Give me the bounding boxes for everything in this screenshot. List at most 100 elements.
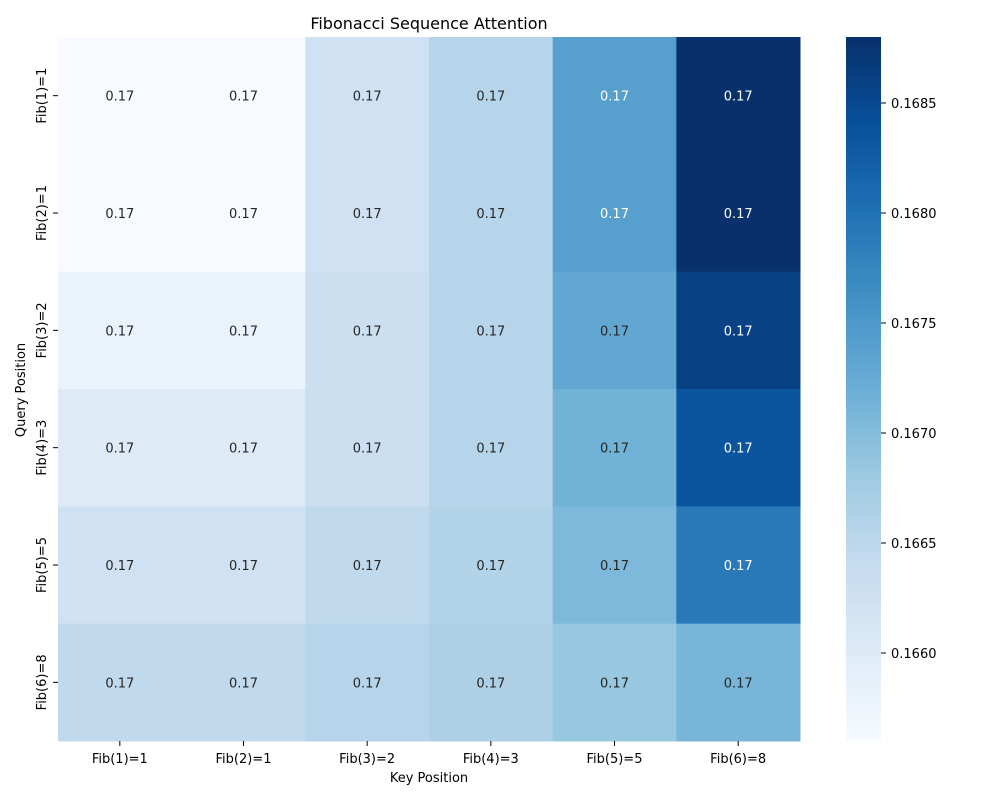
cell-annotation: 0.17 xyxy=(724,559,753,574)
heatmap-cell xyxy=(676,37,801,155)
cell-annotation: 0.17 xyxy=(229,442,258,457)
heatmap-cell xyxy=(181,389,306,507)
heatmap-cell xyxy=(181,506,306,625)
cell-annotation: 0.17 xyxy=(229,207,258,222)
cell-annotation: 0.17 xyxy=(105,207,134,222)
heatmap-cell xyxy=(552,623,677,742)
colorbar-tick-label: 0.1660 xyxy=(891,647,937,662)
cell-annotation: 0.17 xyxy=(353,324,382,339)
x-tick-label: Fib(2)=1 xyxy=(216,752,272,767)
y-tick-label: Fib(3)=2 xyxy=(35,302,50,358)
cell-annotation: 0.17 xyxy=(476,207,505,222)
cell-annotation: 0.17 xyxy=(724,442,753,457)
heatmap-cell xyxy=(181,623,306,742)
heatmap-cell xyxy=(429,271,554,390)
y-tick-label: Fib(4)=3 xyxy=(35,420,50,476)
heatmap-cell xyxy=(305,154,430,273)
heatmap-cell xyxy=(676,506,801,625)
y-tick-label: Fib(1)=1 xyxy=(35,68,50,124)
cell-annotation: 0.17 xyxy=(353,207,382,222)
colorbar-tick-label: 0.1675 xyxy=(891,317,937,332)
heatmap-cell xyxy=(552,271,677,390)
y-axis-label: Query Position xyxy=(14,343,29,437)
heatmap-annotations: 0.17 0.17 0.17 0.17 0.17 0.17 0.17 0.17 0.17 0.17… xyxy=(105,90,752,692)
colorbar-gradient xyxy=(846,37,881,741)
heatmap-cell xyxy=(552,506,677,625)
cell-annotation: 0.17 xyxy=(600,90,629,105)
heatmap-cell xyxy=(305,506,430,625)
heatmap-cell xyxy=(58,271,183,390)
cell-annotation: 0.17 xyxy=(476,442,505,457)
cell-annotation: 0.17 xyxy=(105,676,134,691)
cell-annotation: 0.17 xyxy=(105,324,134,339)
cell-annotation: 0.17 xyxy=(229,559,258,574)
cell-annotation: 0.17 xyxy=(353,442,382,457)
colorbar-tick-label: 0.1665 xyxy=(891,537,937,552)
heatmap-cell xyxy=(305,271,430,390)
heatmap-cell xyxy=(429,506,554,625)
y-tick-label: Fib(2)=1 xyxy=(35,185,50,241)
y-axis: Fib(1)=1 Fib(2)=1 Fib(3)=2 Fib(4)=3 Fib(5)=5… xyxy=(35,68,58,710)
x-tick-label: Fib(5)=5 xyxy=(587,752,643,767)
heatmap-cell xyxy=(676,389,801,507)
colorbar-tick-label: 0.1680 xyxy=(891,207,937,222)
cell-annotation: 0.17 xyxy=(105,559,134,574)
heatmap-cell xyxy=(429,154,554,273)
heatmap-cell xyxy=(429,389,554,507)
cell-annotation: 0.17 xyxy=(353,90,382,105)
cell-annotation: 0.17 xyxy=(724,324,753,339)
heatmap-cell xyxy=(58,389,183,507)
cell-annotation: 0.17 xyxy=(600,676,629,691)
cell-annotation: 0.17 xyxy=(353,676,382,691)
cell-annotation: 0.17 xyxy=(476,90,505,105)
heatmap-cell xyxy=(429,37,554,155)
heatmap-cell xyxy=(181,154,306,273)
cell-annotation: 0.17 xyxy=(476,324,505,339)
heatmap-cell xyxy=(58,506,183,625)
colorbar-tick-label: 0.1670 xyxy=(891,427,937,442)
heatmap-cell xyxy=(305,623,430,742)
heatmap-cell xyxy=(305,389,430,507)
x-tick-label: Fib(6)=8 xyxy=(710,752,766,767)
heatmap-cell xyxy=(552,154,677,273)
x-axis-label: Key Position xyxy=(390,771,468,786)
x-tick-label: Fib(1)=1 xyxy=(92,752,148,767)
heatmap-cell xyxy=(552,389,677,507)
cell-annotation: 0.17 xyxy=(600,324,629,339)
cell-annotation: 0.17 xyxy=(229,676,258,691)
cell-annotation: 0.17 xyxy=(353,559,382,574)
cell-annotation: 0.17 xyxy=(476,676,505,691)
heatmap-cell xyxy=(181,271,306,390)
y-tick-label: Fib(5)=5 xyxy=(35,537,50,593)
heatmap-cell xyxy=(181,37,306,155)
cell-annotation: 0.17 xyxy=(600,442,629,457)
heatmap-cell xyxy=(676,623,801,742)
cell-annotation: 0.17 xyxy=(229,324,258,339)
colorbar-ticks: 0.1660 0.1665 0.1670 0.1675 0.1680 0.1685 xyxy=(881,97,937,662)
cell-annotation: 0.17 xyxy=(229,90,258,105)
x-tick-label: Fib(4)=3 xyxy=(463,752,519,767)
heatmap-cells xyxy=(58,37,801,742)
heatmap-cell xyxy=(552,37,677,155)
colorbar: 0.1660 0.1665 0.1670 0.1675 0.1680 0.1685 xyxy=(846,37,937,741)
cell-annotation: 0.17 xyxy=(105,442,134,457)
cell-annotation: 0.17 xyxy=(724,207,753,222)
heatmap-cell xyxy=(305,37,430,155)
cell-annotation: 0.17 xyxy=(105,90,134,105)
heatmap-cell xyxy=(58,37,183,155)
cell-annotation: 0.17 xyxy=(600,559,629,574)
heatmap-cell xyxy=(676,154,801,273)
x-tick-label: Fib(3)=2 xyxy=(339,752,395,767)
heatmap-cell xyxy=(676,271,801,390)
y-tick-label: Fib(6)=8 xyxy=(35,654,50,710)
cell-annotation: 0.17 xyxy=(600,207,629,222)
heatmap-cell xyxy=(429,623,554,742)
x-axis: Fib(1)=1 Fib(2)=1 Fib(3)=2 Fib(4)=3 Fib(5)=5… xyxy=(92,741,766,767)
heatmap-cell xyxy=(58,154,183,273)
cell-annotation: 0.17 xyxy=(724,90,753,105)
cell-annotation: 0.17 xyxy=(724,676,753,691)
colorbar-tick-label: 0.1685 xyxy=(891,97,937,112)
chart-title: Fibonacci Sequence Attention xyxy=(310,14,547,33)
heatmap-cell xyxy=(58,623,183,742)
